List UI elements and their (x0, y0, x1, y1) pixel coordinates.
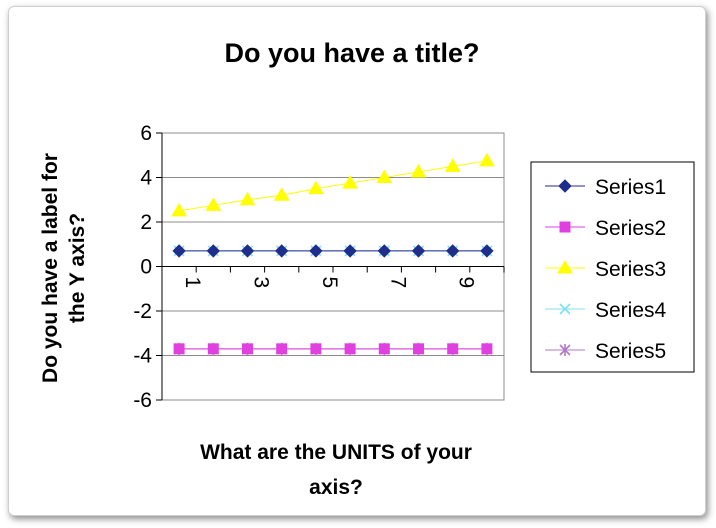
y-tick-label: 0 (140, 256, 152, 279)
y-tick-label: -4 (133, 345, 152, 368)
x-tick-label: 3 (250, 277, 273, 289)
series-point-series3 (376, 169, 393, 183)
x-tick-label: 1 (181, 277, 204, 289)
legend-box (530, 161, 695, 373)
x-axis-label-line-2: axis? (309, 476, 363, 499)
series-line-series3 (179, 160, 487, 212)
series-point-series1 (206, 244, 221, 258)
y-axis-label-line-1: Do you have a label for (39, 153, 62, 383)
legend-marker-series5 (559, 344, 571, 356)
x-axis-label-line-1: What are the UNITS of your (200, 441, 472, 464)
legend-label-series4: Series4 (595, 299, 667, 322)
series-point-series3 (342, 175, 358, 189)
series-point-series3 (205, 197, 222, 211)
x-tick-label: 5 (318, 277, 341, 289)
legend-label-series3: Series3 (595, 258, 666, 281)
y-tick-label: -2 (133, 300, 152, 323)
y-tick-label: 2 (140, 211, 152, 234)
series-point-series1 (343, 244, 357, 258)
series-point-series3 (171, 202, 187, 217)
y-axis-label-line-2: the Y axis? (66, 213, 89, 323)
x-axis-label: What are the UNITS of your axis? (200, 441, 472, 499)
legend-label-series5: Series5 (595, 340, 666, 363)
x-tick-label: 9 (455, 277, 478, 289)
legend: Series1 Series2 Series3 Series4 Series5 (530, 161, 695, 373)
series-point-series2 (481, 343, 493, 355)
series-point-series1 (172, 244, 186, 258)
legend-marker-series2 (559, 221, 571, 233)
legend-marker-series4 (559, 303, 571, 315)
series-point-series3 (479, 152, 495, 167)
series-point-series2 (242, 343, 253, 355)
series-point-series1 (274, 244, 289, 258)
chart-title: Do you have a title? (224, 38, 479, 68)
series-point-series2 (413, 343, 424, 355)
series-point-series1 (445, 244, 460, 258)
y-tick-label: 4 (140, 167, 152, 190)
series-point-series3 (308, 180, 324, 195)
x-tick-label: 7 (386, 277, 409, 289)
series-point-series2 (310, 343, 322, 355)
series-point-series3 (444, 158, 461, 172)
legend-marker-series1 (558, 179, 572, 193)
y-tick-label: 6 (140, 122, 152, 145)
series-point-series1 (240, 244, 255, 258)
series-point-series3 (410, 163, 427, 178)
series-point-series3 (273, 187, 290, 201)
legend-label-series2: Series2 (595, 217, 666, 240)
series-point-series1 (411, 244, 426, 258)
series-point-series2 (378, 343, 390, 355)
series-point-series2 (447, 343, 459, 355)
legend-marker-series3 (557, 260, 573, 274)
series-point-series2 (173, 343, 185, 355)
legend-label-series1: Series1 (595, 176, 666, 199)
series-point-series2 (276, 343, 288, 355)
y-axis-label: Do you have a label for the Y axis? (39, 153, 89, 383)
series-point-series1 (480, 244, 494, 258)
series-point-series1 (309, 244, 323, 258)
series-point-series2 (207, 343, 219, 355)
series-point-series3 (239, 191, 256, 206)
plot-area: 6 4 2 0 -2 -4 -6 1 3 5 7 9 (133, 122, 505, 412)
series-point-series1 (377, 244, 392, 258)
series-point-series2 (344, 343, 356, 355)
y-tick-label: -6 (133, 389, 152, 412)
